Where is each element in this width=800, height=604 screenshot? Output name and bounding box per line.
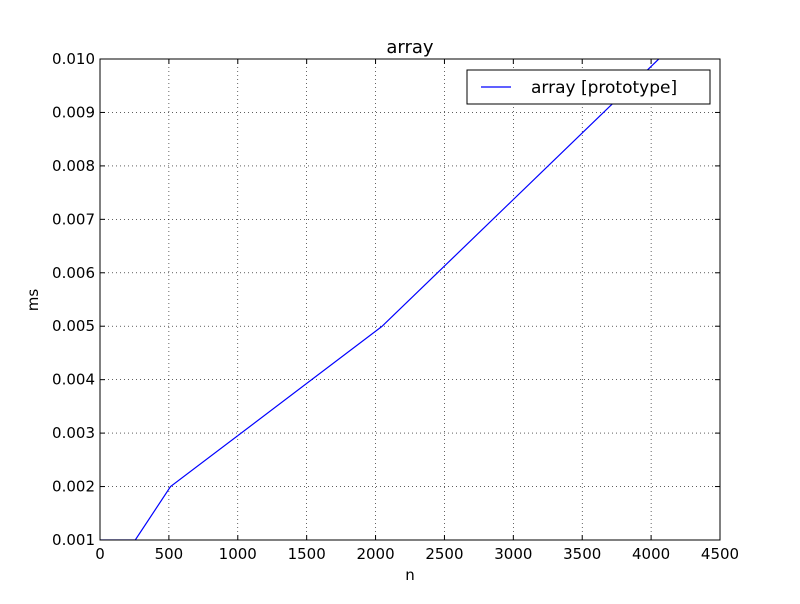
x-axis-label: n (405, 566, 415, 584)
x-tick-label: 3000 (494, 545, 532, 563)
x-tick-label: 4000 (632, 545, 670, 563)
x-tick-label: 1500 (288, 545, 326, 563)
y-tick-label: 0.001 (52, 531, 95, 549)
x-tick-label: 500 (155, 545, 184, 563)
y-tick-label: 0.010 (52, 50, 95, 68)
legend: array [prototype] (466, 69, 711, 105)
y-tick-label: 0.008 (52, 157, 95, 175)
y-tick-label: 0.003 (52, 424, 95, 442)
y-axis-label: ms (24, 289, 42, 312)
y-tick-label: 0.009 (52, 103, 95, 121)
x-tick-label: 1000 (219, 545, 257, 563)
y-tick-label: 0.004 (52, 371, 95, 389)
x-tick-label: 2500 (425, 545, 463, 563)
y-tick-label: 0.005 (52, 317, 95, 335)
chart-title: array (386, 37, 434, 58)
x-tick-label: 4500 (701, 545, 739, 563)
y-tick-label: 0.007 (52, 210, 95, 228)
series-layer (100, 59, 660, 540)
y-tick-label: 0.006 (52, 264, 95, 282)
series-line (100, 59, 660, 540)
plot-frame (99, 58, 721, 541)
ticks: 0 500 1000 1500 2000 2500 3000 3500 4000 4500 0.00… (52, 50, 739, 563)
legend-label: array [prototype] (531, 78, 677, 98)
x-tick-label: 0 (95, 545, 105, 563)
y-tick-label: 0.002 (52, 478, 95, 496)
x-tick-label: 2000 (356, 545, 394, 563)
x-tick-label: 3500 (563, 545, 601, 563)
